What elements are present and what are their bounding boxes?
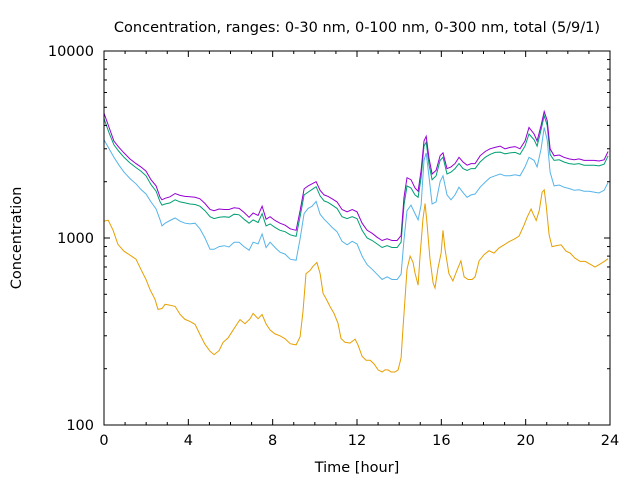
x-tick-label: 16: [432, 433, 450, 449]
x-tick-label: 0: [99, 433, 108, 449]
x-tick-label: 12: [348, 433, 366, 449]
y-tick-label: 1000: [57, 231, 94, 247]
y-tick-label: 10000: [48, 44, 94, 60]
y-tick-label: 100: [66, 418, 94, 434]
x-tick-label: 20: [516, 433, 534, 449]
series-line-total: [103, 109, 609, 242]
x-tick-label: 4: [184, 433, 193, 449]
x-axis-label: Time [hour]: [314, 460, 400, 476]
y-axis-label: Concentration: [9, 187, 25, 290]
chart-title: Concentration, ranges: 0-30 nm, 0-100 nm…: [114, 20, 600, 36]
series-layer: [103, 109, 609, 373]
x-tick-label: 8: [268, 433, 277, 449]
series-line-0-100-nm: [103, 127, 609, 281]
x-tick-label: 24: [601, 433, 619, 449]
series-line-0-300-nm: [103, 113, 609, 249]
series-line-0-30-nm: [103, 188, 609, 373]
ticks-layer: 0 4 8 12 16 20 24 100 1000 10000: [48, 44, 619, 449]
plot-frame: [103, 50, 611, 426]
